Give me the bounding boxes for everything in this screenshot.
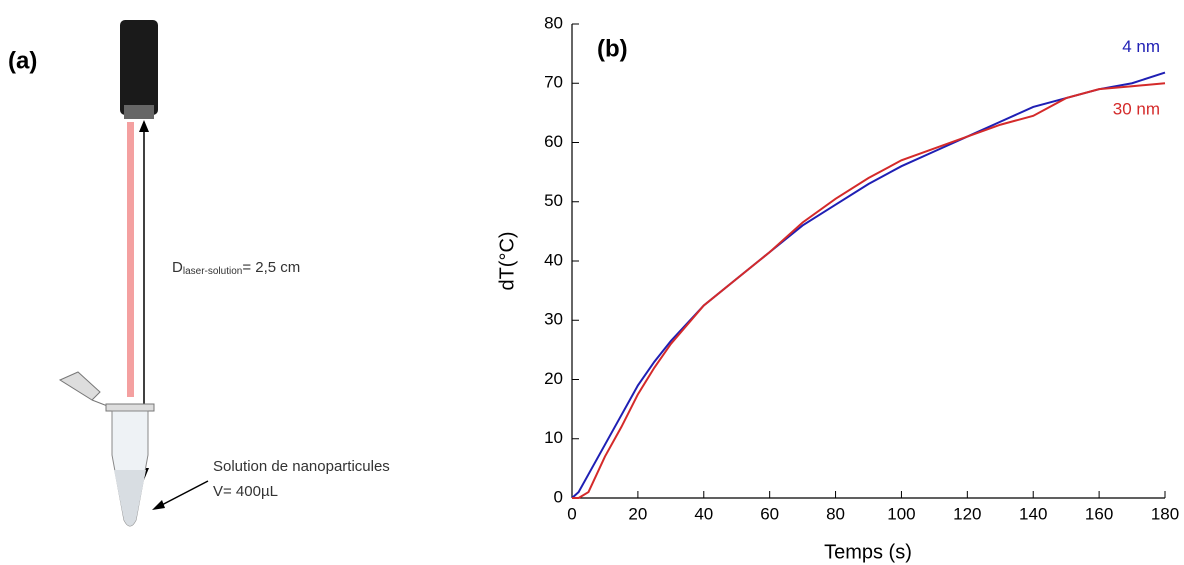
series-label: 30 nm (1113, 100, 1160, 119)
y-tick-label: 30 (544, 310, 563, 329)
y-tick-label: 0 (554, 487, 563, 506)
tube-rim (105, 403, 155, 412)
y-tick-label: 40 (544, 250, 563, 269)
pointer (155, 480, 209, 509)
chart: (b) Temps (s) dT(°C) 0 10 20 30 40 50 60 70 80 0 2… (496, 13, 1179, 563)
y-tick-label: 60 (544, 132, 563, 151)
x-tick-label: 0 (567, 504, 576, 523)
panel-label: (b) (597, 35, 628, 62)
symbol: D (172, 259, 183, 276)
x-tick-label: 40 (694, 504, 713, 523)
x-tick-label: 60 (760, 504, 779, 523)
x-tick-label: 120 (953, 504, 981, 523)
subscript: laser-solution (183, 266, 242, 277)
laser (120, 20, 158, 115)
laser-tip (124, 105, 154, 119)
x-tick-label: 100 (887, 504, 915, 523)
series-line (571, 71, 1166, 499)
y-tick-label: 70 (544, 73, 563, 92)
x-tick-label: 160 (1085, 504, 1113, 523)
y-tick-label: 80 (544, 13, 563, 32)
distance-text: = 2,5 cm (242, 259, 300, 276)
x-tick-label: 140 (1019, 504, 1047, 523)
x-tick-label: 80 (826, 504, 845, 523)
x-axis-label: Temps (s) (824, 541, 912, 563)
solution (114, 470, 146, 526)
panel-label: (a) (8, 47, 37, 74)
volume-label: V= 400µL (213, 483, 278, 500)
series-label: 4 nm (1122, 37, 1160, 56)
y-tick-label: 50 (544, 191, 563, 210)
distance-label: Dlaser-solution= 2,5 cm (172, 259, 300, 277)
tube-cap (58, 371, 101, 401)
x-tick-label: 20 (628, 504, 647, 523)
x-tick-label: 180 (1151, 504, 1179, 523)
laser-beam (127, 122, 134, 397)
y-axis-label: dT(°C) (496, 231, 518, 290)
y-tick-label: 10 (544, 428, 563, 447)
solution-label: Solution de nanoparticules (213, 458, 390, 475)
y-tick-label: 20 (544, 369, 563, 388)
series-line (572, 82, 1166, 499)
pointer-head (152, 500, 165, 510)
